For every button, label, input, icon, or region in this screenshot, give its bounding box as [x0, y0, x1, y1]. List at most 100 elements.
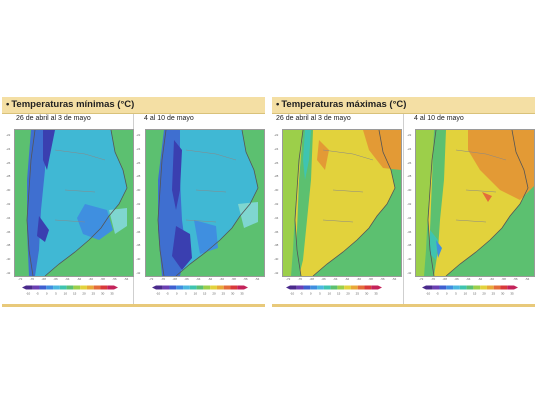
legend-label: 15 [203, 292, 207, 296]
y-tick-label: -40 [274, 257, 279, 262]
legend-label: 5 [455, 292, 457, 296]
legend-swatch [189, 285, 197, 290]
legend-label: 0 [310, 292, 312, 296]
y-tick-label: -38 [407, 243, 412, 248]
y-tick-label: -36 [274, 229, 279, 234]
legend-swatch [66, 285, 74, 290]
y-tick-label: -28 [136, 174, 141, 179]
y-tick-label: -26 [136, 160, 141, 165]
legend-arrow-right [378, 285, 382, 290]
x-tick-label: -58 [501, 277, 506, 281]
x-tick-label: -70 [297, 277, 303, 281]
legend-label: 35 [110, 292, 114, 296]
legend-label: 35 [240, 292, 244, 296]
x-tick-label: -60 [489, 277, 494, 281]
x-axis-ticks: -72 -70 -68 -66 -64 -62 -60 -58 -56 -54 [145, 277, 263, 283]
x-tick-label: -60 [356, 277, 361, 281]
legend-label: 5 [185, 292, 187, 296]
legend-arrow-left [286, 285, 290, 290]
x-tick-label: -66 [53, 277, 58, 281]
x-tick-label: -64 [333, 277, 338, 281]
map-maximas-period-1 [282, 129, 402, 277]
y-tick-label: -24 [274, 146, 279, 151]
legend-swatch [32, 285, 40, 290]
legend-swatch [290, 285, 297, 290]
panel-footer [2, 304, 265, 307]
legend-colorbar: -10 -5 0 5 10 15 20 25 30 35 [22, 285, 118, 296]
x-tick-label: -62 [76, 277, 82, 281]
map-minimas-period-2 [145, 129, 265, 277]
legend-label: -10 [426, 292, 431, 296]
legend-colorbar: -10 -5 0 5 10 15 20 25 30 35 [286, 285, 382, 296]
period-label: 26 de abril al 3 de mayo [16, 115, 91, 122]
legend-label: -10 [156, 292, 161, 296]
period-label: 4 al 10 de mayo [414, 115, 464, 122]
panel-header: • Temperaturas máximas (°C) [272, 97, 535, 114]
y-tick-label: -26 [274, 160, 279, 165]
y-tick-label: -30 [274, 188, 279, 193]
y-tick-label: -36 [407, 229, 412, 234]
legend-label: 25 [356, 292, 360, 296]
legend-colorbar: -10 -5 0 5 10 15 20 25 30 35 [422, 285, 518, 296]
y-tick-label: -22 [407, 133, 412, 137]
y-tick-label: -28 [274, 174, 279, 179]
y-tick-label: -38 [6, 243, 11, 248]
legend-swatch [432, 285, 440, 290]
legend-arrow-left [422, 285, 426, 290]
legend-label: 0 [46, 292, 48, 296]
legend-swatch [317, 285, 324, 290]
y-tick-label: -30 [407, 188, 412, 193]
legend-label: -5 [36, 292, 39, 296]
legend-swatch [426, 285, 433, 290]
x-tick-label: -64 [196, 277, 201, 281]
y-tick-label: -30 [6, 188, 11, 193]
legend-swatch [156, 285, 163, 290]
x-tick-label: -68 [41, 277, 46, 281]
y-tick-label: -30 [136, 188, 141, 193]
x-tick-label: -68 [309, 277, 314, 281]
x-tick-label: -58 [231, 277, 236, 281]
panel-temperaturas-maximas: • Temperaturas máximas (°C) 26 de abril a… [272, 97, 535, 307]
legend-swatch [459, 285, 467, 290]
legend-swatch [59, 285, 67, 290]
x-tick-label: -66 [454, 277, 459, 281]
legend-label: 25 [92, 292, 96, 296]
legend-swatch [323, 285, 331, 290]
legend-swatch [507, 285, 514, 290]
legend-label: 5 [55, 292, 57, 296]
legend-swatch [493, 285, 501, 290]
bullet-icon: • [6, 99, 10, 110]
legend-label: 10 [194, 292, 198, 296]
y-tick-label: -40 [6, 257, 11, 262]
y-tick-label: -40 [136, 257, 141, 262]
legend-swatch [86, 285, 94, 290]
x-tick-label: -66 [184, 277, 189, 281]
legend-label: 10 [464, 292, 468, 296]
map-maximas-period-2 [415, 129, 535, 277]
legend-swatch [344, 285, 351, 290]
legend-swatch [53, 285, 60, 290]
legend-swatch [296, 285, 304, 290]
legend-arrow-left [152, 285, 156, 290]
legend-arrow-left [22, 285, 26, 290]
x-tick-label: -68 [442, 277, 447, 281]
legend-arrow-right [244, 285, 248, 290]
legend-label: 20 [82, 292, 86, 296]
legend-label: 20 [482, 292, 486, 296]
x-tick-label: -70 [29, 277, 35, 281]
y-tick-label: -22 [136, 133, 141, 137]
legend-label: 20 [212, 292, 216, 296]
x-tick-label: -70 [430, 277, 436, 281]
legend-swatch [169, 285, 177, 290]
legend-swatch [162, 285, 170, 290]
legend-label: 10 [328, 292, 332, 296]
y-tick-label: -38 [136, 243, 141, 248]
x-tick-label: -58 [368, 277, 373, 281]
x-tick-label: -62 [207, 277, 213, 281]
x-tick-label: -60 [88, 277, 93, 281]
y-tick-label: -32 [136, 202, 141, 206]
y-tick-label: -28 [6, 174, 11, 179]
legend-label: -5 [300, 292, 303, 296]
period-label: 26 de abril al 3 de mayo [276, 115, 351, 122]
y-tick-label: -22 [274, 133, 279, 137]
